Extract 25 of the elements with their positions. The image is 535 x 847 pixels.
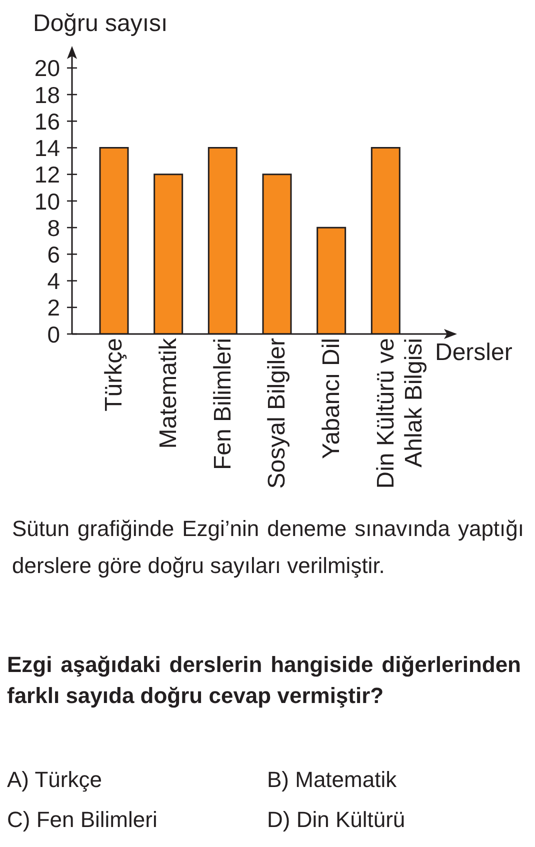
text: D) Din Kültürü <box>267 806 406 834</box>
x-tick-label: Matematik <box>155 337 182 449</box>
y-tick-label: 4 <box>47 268 60 294</box>
y-tick-label: 14 <box>34 135 60 162</box>
x-tick-label: Türkçe <box>100 338 128 412</box>
text: A) Türkçe <box>7 766 102 794</box>
text: Sütun grafiğinde Ezgi’nin deneme sınavında yaptığı derslere göre doğru sayıları verilmiştir. <box>12 515 524 580</box>
y-tick-label: 6 <box>47 241 60 268</box>
y-tick-label: 12 <box>34 162 60 188</box>
y-tick-label: 16 <box>34 108 60 134</box>
y-tick-label: 8 <box>47 214 60 241</box>
x-tick-label: Yabancı Dil <box>318 338 345 459</box>
text: C) Fen Bilimleri <box>7 806 158 834</box>
y-axis-title: Doğru sayısı <box>33 10 168 37</box>
y-tick-label: 10 <box>34 188 60 214</box>
x-tick-label: Din Kültürü ve Ahlak Bilgisi <box>372 338 428 489</box>
y-tick-label: 20 <box>34 55 60 82</box>
y-tick-label: 18 <box>34 82 60 108</box>
y-tick-label: 2 <box>47 294 60 321</box>
text: B) Matematik <box>267 766 397 794</box>
x-tick-label: Fen Bilimleri <box>209 338 236 470</box>
text: Ezgi aşağıdaki derslerin hangiside diğerlerinden farklı sayıda doğru cevap vermiştir? <box>7 651 521 710</box>
x-axis-title: Dersler <box>435 339 512 366</box>
x-tick-label: Sosyal Bilgiler <box>264 338 291 489</box>
y-tick-label: 0 <box>47 321 60 348</box>
